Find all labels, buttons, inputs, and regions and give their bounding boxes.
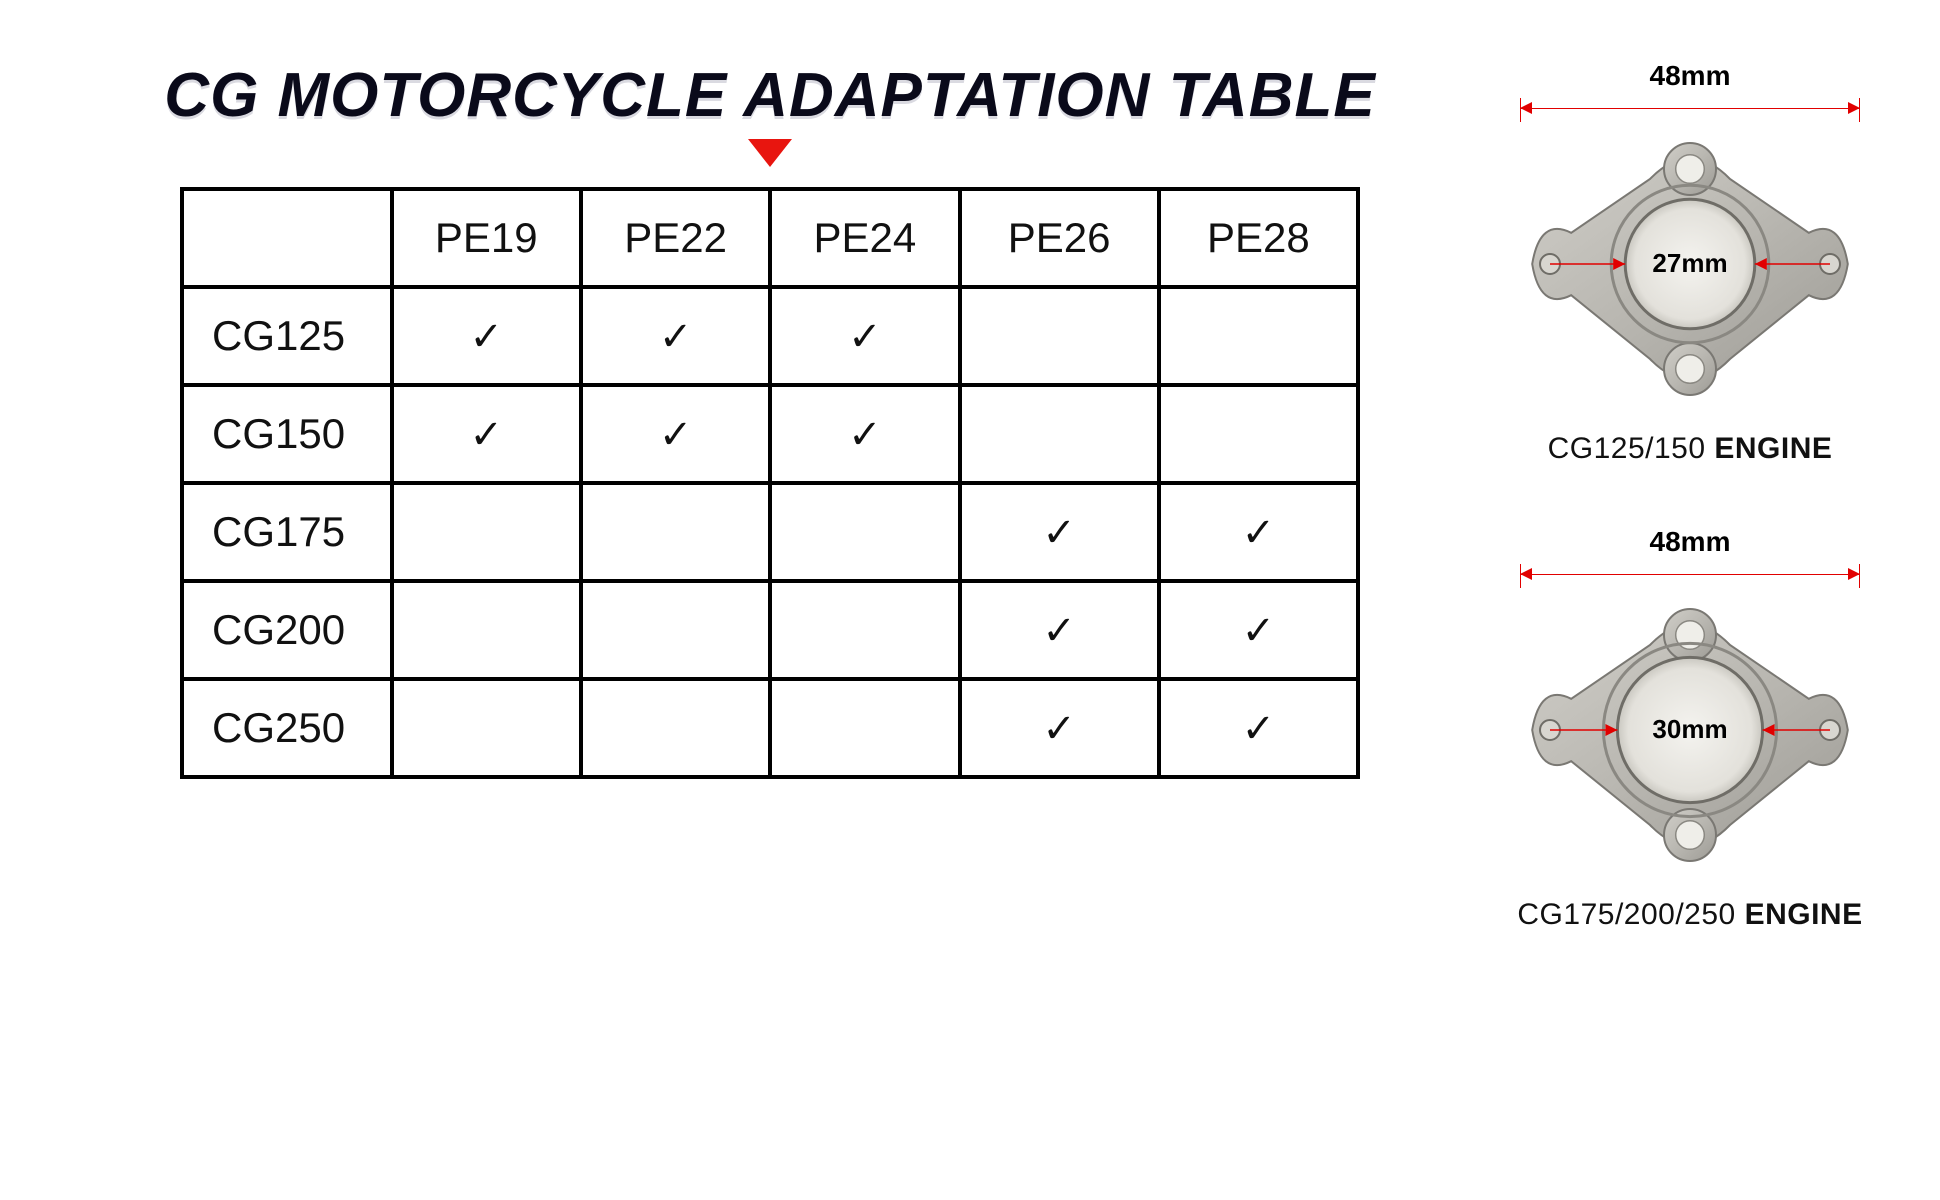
dimension-line-icon: [1520, 562, 1860, 590]
page-container: CG MOTORCYCLE ADAPTATION TABLE PE19 PE22…: [0, 0, 1940, 972]
table-cell: [770, 679, 959, 777]
check-icon: ✓: [659, 413, 693, 457]
table-cell: ✓: [581, 385, 770, 483]
check-icon: ✓: [470, 413, 504, 457]
table-cell: ✓: [392, 385, 581, 483]
row-header: CG125: [182, 287, 392, 385]
table-cell: ✓: [960, 679, 1159, 777]
table-cell: ✓: [960, 483, 1159, 581]
table-cell: [392, 679, 581, 777]
table-row: CG150 ✓ ✓ ✓: [182, 385, 1358, 483]
adaptation-table: PE19 PE22 PE24 PE26 PE28 CG125 ✓ ✓ ✓ CG150 ✓ ✓…: [180, 187, 1360, 779]
row-header: CG150: [182, 385, 392, 483]
dimension-line-icon: [1520, 96, 1860, 124]
table-cell: ✓: [581, 287, 770, 385]
check-icon: ✓: [1242, 707, 1276, 751]
page-title: CG MOTORCYCLE ADAPTATION TABLE: [164, 60, 1375, 131]
col-header: PE22: [581, 189, 770, 287]
width-dimension-label: 48mm: [1650, 60, 1731, 92]
table-cell: [960, 385, 1159, 483]
table-cell: [770, 483, 959, 581]
down-triangle-icon: [748, 139, 792, 167]
bore-dimension-label: 30mm: [1652, 714, 1727, 744]
right-column: 48mm: [1480, 60, 1900, 932]
table-corner-cell: [182, 189, 392, 287]
col-header: PE26: [960, 189, 1159, 287]
table-cell: [770, 581, 959, 679]
check-icon: ✓: [1042, 511, 1076, 555]
check-icon: ✓: [1042, 609, 1076, 653]
width-dimension-label: 48mm: [1650, 526, 1731, 558]
table-cell: [1159, 385, 1358, 483]
table-cell: ✓: [770, 287, 959, 385]
table-cell: [960, 287, 1159, 385]
check-icon: ✓: [848, 315, 882, 359]
row-header: CG250: [182, 679, 392, 777]
table-cell: [392, 581, 581, 679]
table-row: CG125 ✓ ✓ ✓: [182, 287, 1358, 385]
left-column: CG MOTORCYCLE ADAPTATION TABLE PE19 PE22…: [120, 60, 1420, 932]
check-icon: ✓: [470, 315, 504, 359]
check-icon: ✓: [1242, 609, 1276, 653]
table-cell: [392, 483, 581, 581]
check-icon: ✓: [659, 315, 693, 359]
row-header: CG175: [182, 483, 392, 581]
bore-dimension-label: 27mm: [1652, 248, 1727, 278]
table-cell: ✓: [1159, 679, 1358, 777]
table-header-row: PE19 PE22 PE24 PE26 PE28: [182, 189, 1358, 287]
table-cell: ✓: [770, 385, 959, 483]
row-header: CG200: [182, 581, 392, 679]
flange-block: 48mm: [1480, 60, 1900, 466]
flange-block: 48mm: [1480, 526, 1900, 932]
table-row: CG175 ✓ ✓: [182, 483, 1358, 581]
table-cell: [1159, 287, 1358, 385]
table-cell: ✓: [1159, 581, 1358, 679]
check-icon: ✓: [848, 413, 882, 457]
flange-icon: 30mm: [1510, 580, 1870, 880]
table-cell: [581, 679, 770, 777]
table-row: CG250 ✓ ✓: [182, 679, 1358, 777]
col-header: PE24: [770, 189, 959, 287]
table-cell: ✓: [392, 287, 581, 385]
table-cell: ✓: [960, 581, 1159, 679]
engine-caption: CG175/200/250 ENGINE: [1517, 898, 1862, 932]
flange-icon: 27mm: [1510, 114, 1870, 414]
table-cell: [581, 581, 770, 679]
check-icon: ✓: [1042, 707, 1076, 751]
check-icon: ✓: [1242, 511, 1276, 555]
table-row: CG200 ✓ ✓: [182, 581, 1358, 679]
engine-caption: CG125/150 ENGINE: [1548, 432, 1833, 466]
table-cell: ✓: [1159, 483, 1358, 581]
col-header: PE28: [1159, 189, 1358, 287]
col-header: PE19: [392, 189, 581, 287]
table-cell: [581, 483, 770, 581]
